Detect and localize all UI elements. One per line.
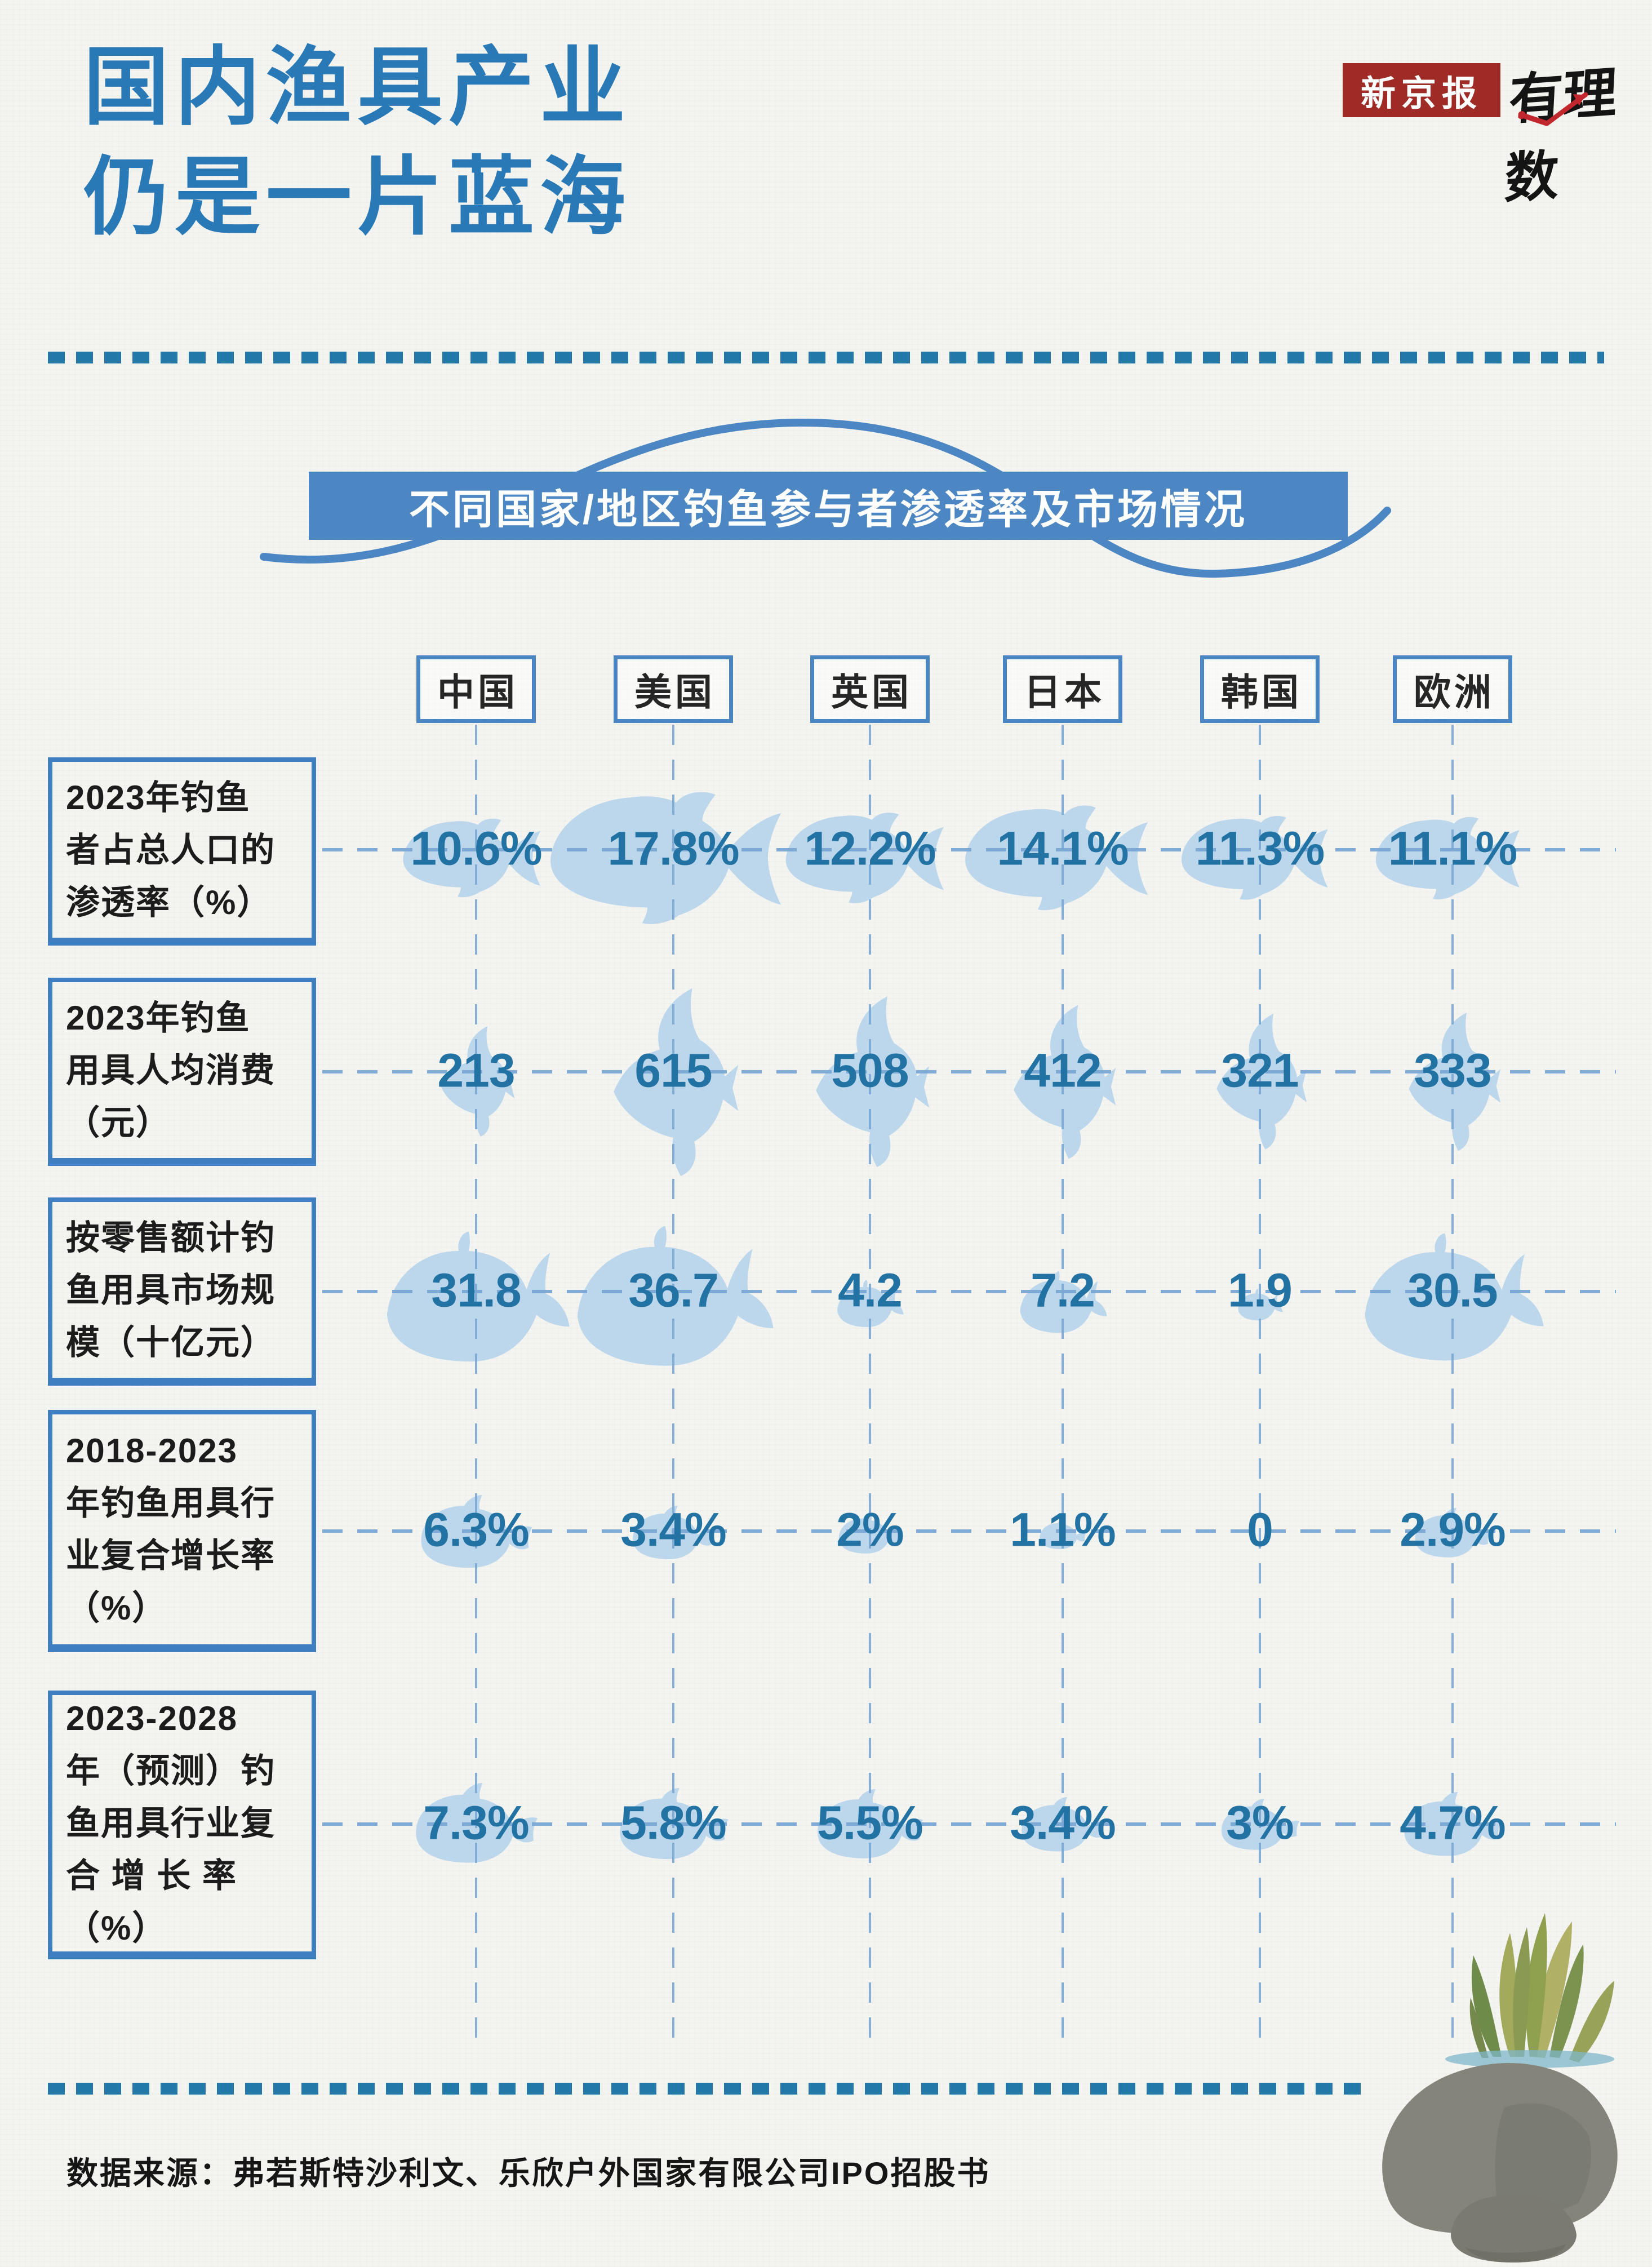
cell-value: 0: [1247, 1503, 1273, 1556]
row-label-line: 年（预测）钓: [66, 1752, 276, 1790]
cell-value: 17.8%: [607, 822, 739, 875]
top-dashed-divider: [48, 352, 1604, 363]
row-label-line: 按零售额计钓: [66, 1218, 276, 1257]
cell-value: 11.1%: [1388, 822, 1518, 875]
cell-value: 3.4%: [620, 1503, 726, 1556]
row-label-line: 用具人均消费: [66, 1051, 276, 1089]
row-label-line: 2018-2023: [66, 1432, 238, 1470]
row-label-line: 鱼用具行业复: [66, 1804, 276, 1842]
row-label-line: 渗透率（%）: [66, 883, 272, 921]
cell-value: 333: [1414, 1044, 1491, 1097]
cell-value: 615: [634, 1044, 712, 1097]
row-label-line: 年钓鱼用具行: [66, 1484, 276, 1522]
cell-value: 14.1%: [997, 822, 1129, 875]
cell-value: 2%: [836, 1503, 904, 1556]
cell-value: 1.1%: [1010, 1503, 1116, 1556]
cell-value: 4.2: [838, 1263, 903, 1317]
column-header: 韩国: [1200, 655, 1320, 723]
trend-arrow-icon: [1517, 92, 1588, 126]
cell-value: 508: [831, 1044, 909, 1097]
rock-icon: [1382, 2063, 1618, 2262]
row-label-line: 2023-2028: [66, 1700, 238, 1737]
row-gridline: [322, 1822, 1616, 1826]
row-label: 2018-2023 年钓鱼用具行 业复合增长率 （%）: [48, 1410, 316, 1652]
page-title-line1: 国内渔具产业: [83, 39, 631, 135]
column-header: 中国: [416, 655, 536, 723]
cell-value: 30.5: [1407, 1263, 1498, 1317]
row-label-line: 者占总人口的: [66, 831, 276, 869]
row-label: 2023-2028 年（预测）钓 鱼用具行业复合 增 长 率 （%）: [48, 1691, 316, 1959]
row-label-line: 模（十亿元）: [66, 1323, 276, 1361]
vertical-gridline: [475, 725, 477, 2048]
column-header: 美国: [614, 655, 733, 723]
cell-value: 31.8: [431, 1263, 521, 1317]
cell-value: 5.5%: [817, 1796, 923, 1849]
row-gridline: [322, 1290, 1616, 1293]
cell-value: 7.3%: [423, 1796, 529, 1849]
cell-value: 3%: [1226, 1796, 1294, 1849]
section-banner-title: 不同国家/地区钓鱼参与者渗透率及市场情况: [408, 487, 1247, 533]
bottom-dashed-divider: [48, 2083, 1366, 2095]
row-label: 2023年钓鱼 者占总人口的 渗透率（%）: [48, 757, 316, 946]
row-gridline: [322, 1070, 1616, 1073]
cell-value: 213: [437, 1044, 515, 1097]
cell-value: 3.4%: [1010, 1796, 1116, 1849]
page-title: 国内渔具产业 仍是一片蓝海: [83, 33, 631, 252]
cell-value: 4.7%: [1400, 1796, 1506, 1849]
row-label-line: 2023年钓鱼: [66, 778, 251, 817]
cell-value: 6.3%: [423, 1503, 529, 1556]
page-title-line2: 仍是一片蓝海: [83, 149, 631, 245]
cell-value: 5.8%: [620, 1796, 726, 1849]
cell-value: 11.3%: [1195, 822, 1325, 875]
vertical-gridline: [1062, 725, 1064, 2048]
column-header: 欧洲: [1393, 655, 1512, 723]
row-label: 2023年钓鱼 用具人均消费 （元）: [48, 978, 316, 1166]
seaweed-icon: [1445, 1913, 1614, 2068]
vertical-gridline: [1451, 725, 1454, 2048]
section-banner: 不同国家/地区钓鱼参与者渗透率及市场情况: [309, 472, 1348, 540]
row-label-line: （%）: [66, 1589, 167, 1627]
vertical-gridline: [869, 725, 871, 2048]
cell-value: 10.6%: [410, 822, 542, 875]
column-header: 日本: [1003, 655, 1122, 723]
cell-value: 1.9: [1228, 1263, 1293, 1317]
vertical-gridline: [672, 725, 674, 2048]
row-gridline: [322, 848, 1616, 851]
newspaper-logo: 新京报: [1343, 63, 1500, 117]
row-label-line: 鱼用具市场规: [66, 1271, 276, 1309]
row-label-line: 合 增 长 率: [66, 1857, 238, 1895]
cell-value: 412: [1024, 1044, 1102, 1097]
vertical-gridline: [1259, 725, 1261, 2048]
cell-value: 36.7: [628, 1263, 718, 1317]
cell-value: 7.2: [1031, 1263, 1095, 1317]
column-logo: 有理数: [1503, 47, 1635, 210]
data-source-note: 数据来源：弗若斯特沙利文、乐欣户外国家有限公司IPO招股书: [66, 2155, 991, 2191]
column-header: 英国: [810, 655, 930, 723]
cell-value: 321: [1221, 1044, 1299, 1097]
cell-value: 12.2%: [804, 822, 936, 875]
row-label-line: （%）: [66, 1909, 167, 1947]
cell-value: 2.9%: [1400, 1503, 1506, 1556]
row-label: 按零售额计钓 鱼用具市场规 模（十亿元）: [48, 1197, 316, 1386]
rock-seaweed-illustration: [1382, 1913, 1618, 2262]
row-label-line: 业复合增长率: [66, 1537, 276, 1574]
row-label-line: （元）: [66, 1103, 171, 1142]
row-gridline: [322, 1529, 1616, 1533]
row-label-line: 2023年钓鱼: [66, 999, 251, 1037]
